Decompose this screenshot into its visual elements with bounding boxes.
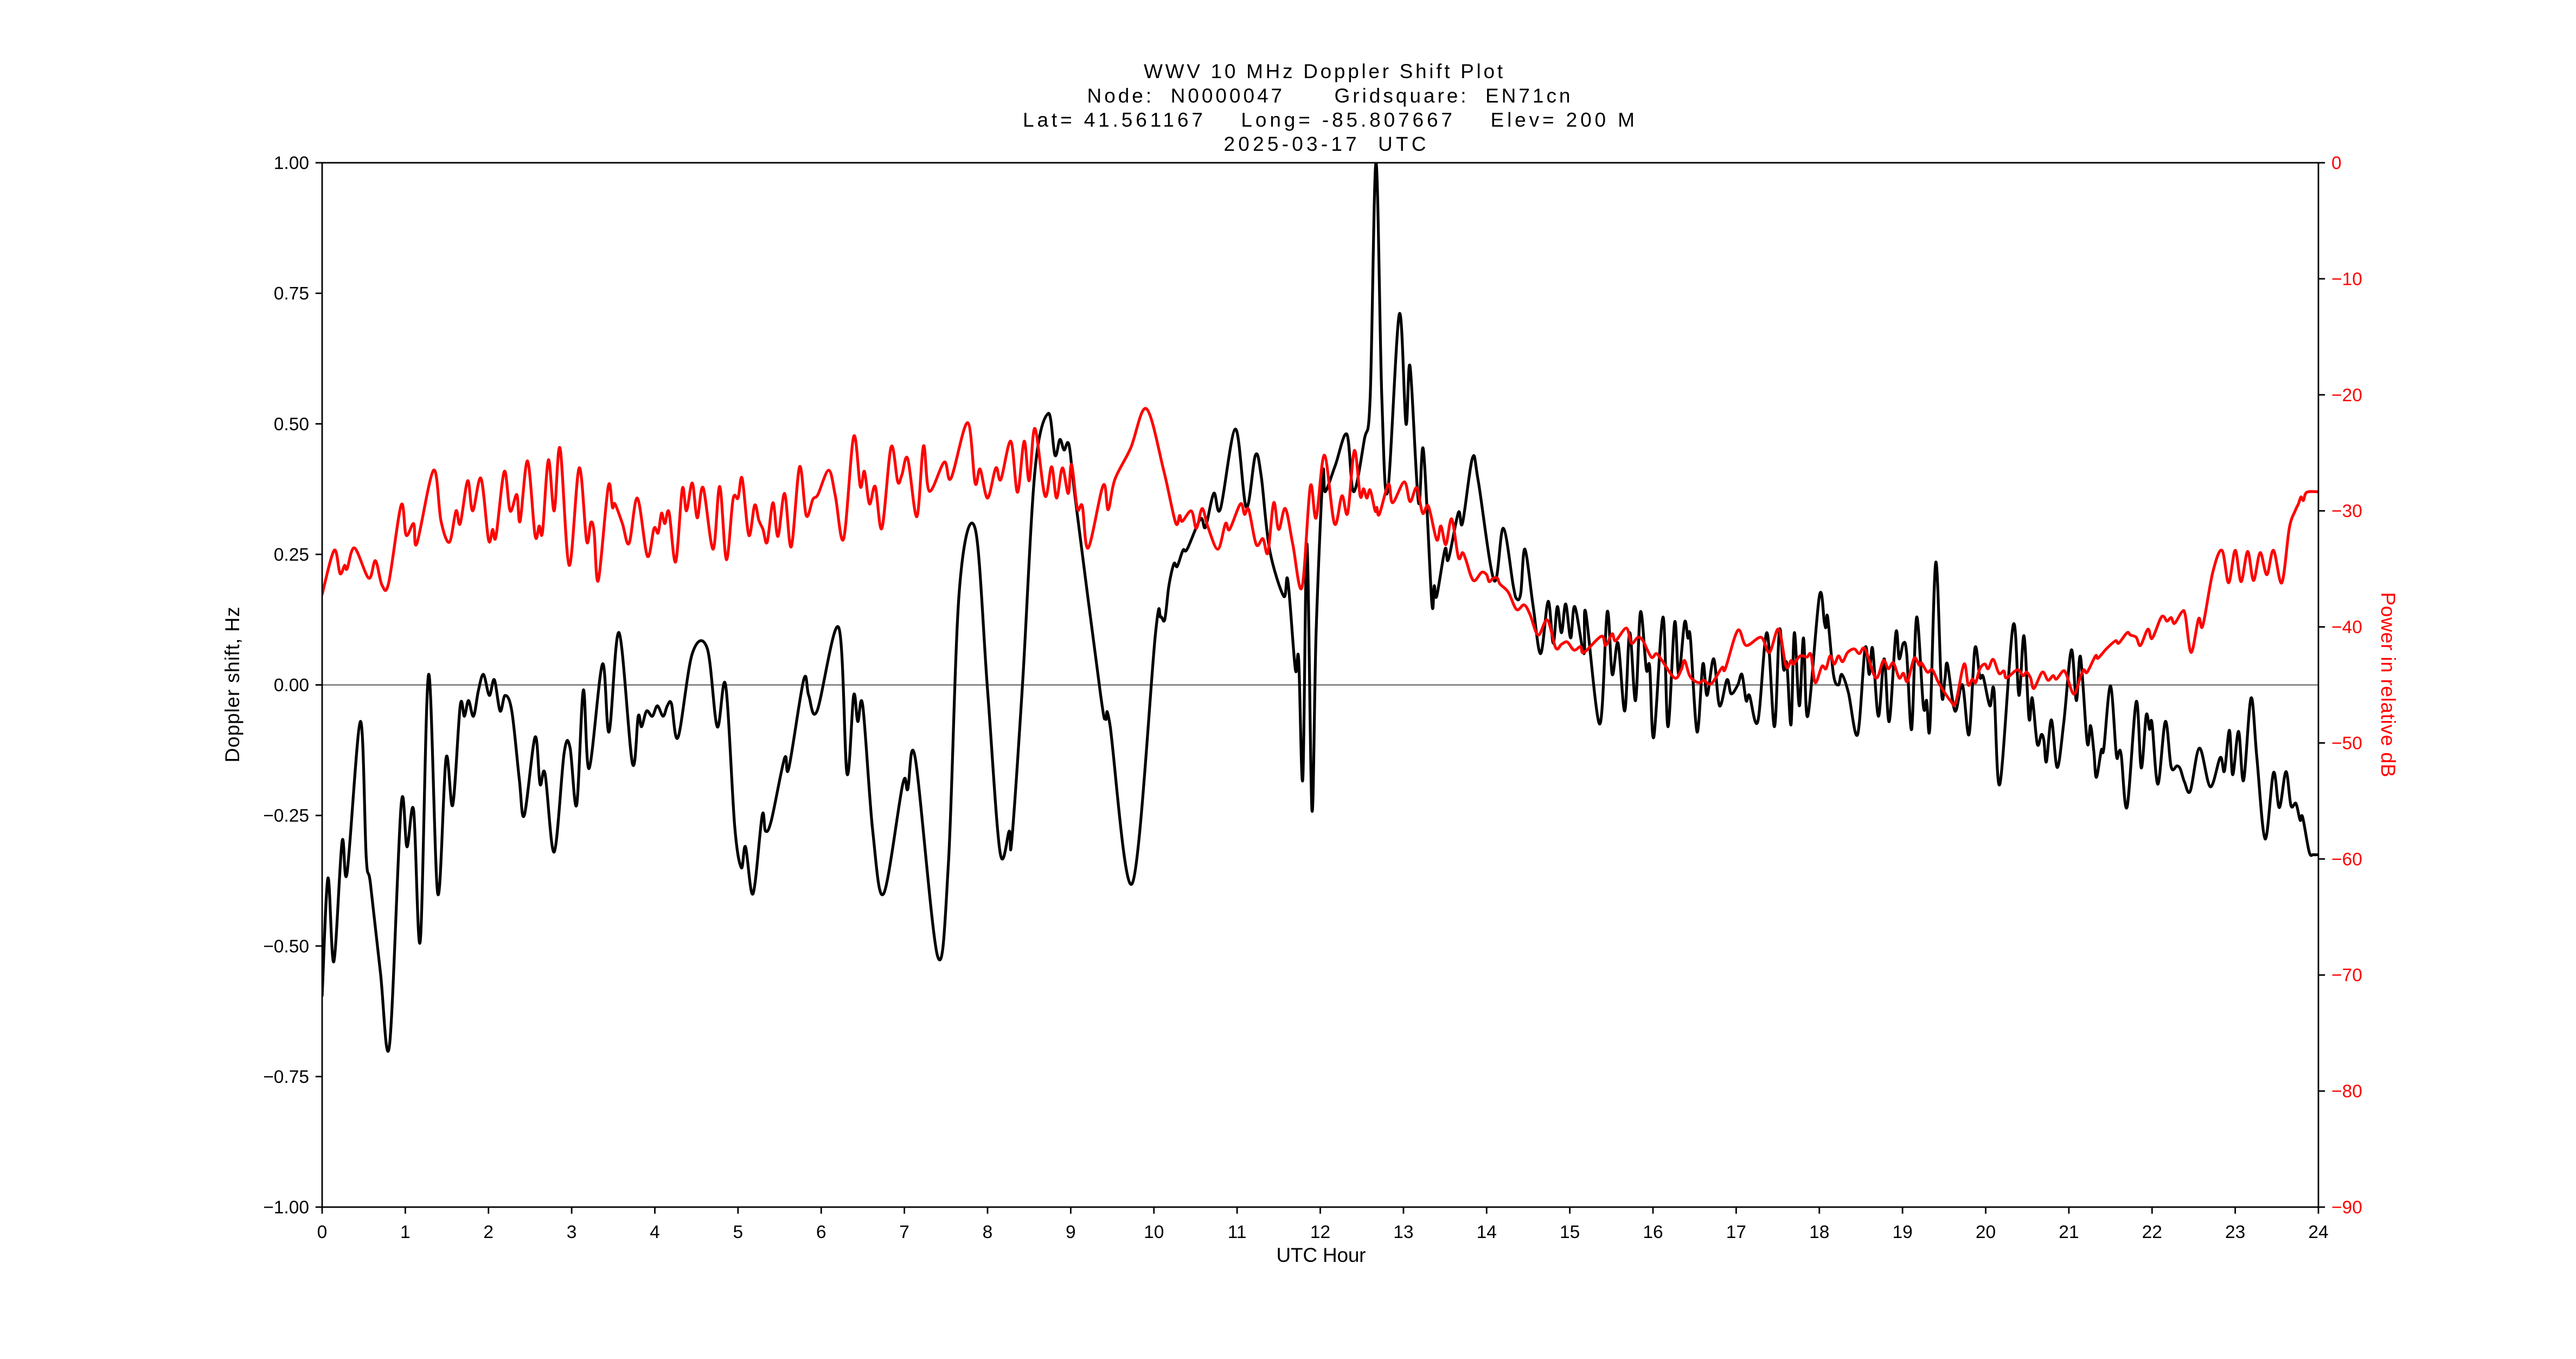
svg-text:8: 8 bbox=[983, 1222, 993, 1242]
svg-text:Node: N0000047 Gridsquar: Node: N0000047 Gridsquare: EN71cn bbox=[1087, 85, 1571, 107]
svg-text:UTC Hour: UTC Hour bbox=[1277, 1244, 1366, 1266]
svg-text:3: 3 bbox=[567, 1222, 577, 1242]
svg-text:Lat= 41.561167 Long= -85.80: Lat= 41.561167 Long= -85.807667 Elev= 20… bbox=[1023, 109, 1635, 131]
svg-text:−0.25: −0.25 bbox=[263, 806, 309, 826]
svg-text:−70: −70 bbox=[2331, 966, 2362, 986]
svg-text:4: 4 bbox=[650, 1222, 660, 1242]
svg-text:2: 2 bbox=[483, 1222, 494, 1242]
svg-text:−90: −90 bbox=[2331, 1198, 2362, 1218]
svg-text:Doppler shift, Hz: Doppler shift, Hz bbox=[221, 607, 243, 763]
svg-text:1: 1 bbox=[400, 1222, 411, 1242]
svg-text:−30: −30 bbox=[2331, 501, 2362, 521]
svg-text:10: 10 bbox=[1144, 1222, 1164, 1242]
svg-text:11: 11 bbox=[1228, 1222, 1247, 1242]
svg-text:−0.50: −0.50 bbox=[263, 936, 309, 956]
svg-text:0.25: 0.25 bbox=[274, 545, 309, 565]
svg-text:WWV 10 MHz Doppler Shift Plot: WWV 10 MHz Doppler Shift Plot bbox=[1144, 60, 1503, 82]
svg-text:22: 22 bbox=[2142, 1222, 2162, 1242]
svg-text:7: 7 bbox=[899, 1222, 909, 1242]
svg-text:−80: −80 bbox=[2331, 1082, 2362, 1102]
svg-text:0.50: 0.50 bbox=[274, 414, 309, 435]
svg-text:2025-03-17 UTC: 2025-03-17 UTC bbox=[1224, 133, 1426, 155]
svg-text:−20: −20 bbox=[2331, 385, 2362, 405]
svg-text:0.75: 0.75 bbox=[274, 284, 309, 304]
svg-text:23: 23 bbox=[2225, 1222, 2245, 1242]
svg-text:12: 12 bbox=[1310, 1222, 1330, 1242]
svg-text:−10: −10 bbox=[2331, 269, 2362, 289]
svg-text:19: 19 bbox=[1892, 1222, 1912, 1242]
svg-text:18: 18 bbox=[1809, 1222, 1829, 1242]
svg-text:0.00: 0.00 bbox=[274, 675, 309, 696]
svg-text:−0.75: −0.75 bbox=[263, 1067, 309, 1087]
svg-text:−60: −60 bbox=[2331, 850, 2362, 870]
svg-text:20: 20 bbox=[1976, 1222, 1996, 1242]
svg-text:9: 9 bbox=[1066, 1222, 1076, 1242]
svg-text:5: 5 bbox=[733, 1222, 744, 1242]
svg-text:16: 16 bbox=[1643, 1222, 1663, 1242]
svg-text:Power in relative dB: Power in relative dB bbox=[2377, 592, 2399, 777]
svg-text:0: 0 bbox=[2331, 154, 2342, 174]
svg-text:−50: −50 bbox=[2331, 733, 2362, 754]
svg-text:−40: −40 bbox=[2331, 617, 2362, 637]
svg-text:−1.00: −1.00 bbox=[263, 1198, 309, 1218]
svg-text:17: 17 bbox=[1726, 1222, 1746, 1242]
svg-text:1.00: 1.00 bbox=[274, 154, 309, 174]
svg-text:14: 14 bbox=[1477, 1222, 1497, 1242]
svg-text:21: 21 bbox=[2059, 1222, 2079, 1242]
svg-text:24: 24 bbox=[2308, 1222, 2328, 1242]
svg-text:6: 6 bbox=[816, 1222, 826, 1242]
svg-text:13: 13 bbox=[1393, 1222, 1413, 1242]
svg-text:15: 15 bbox=[1560, 1222, 1580, 1242]
svg-text:0: 0 bbox=[317, 1222, 328, 1242]
